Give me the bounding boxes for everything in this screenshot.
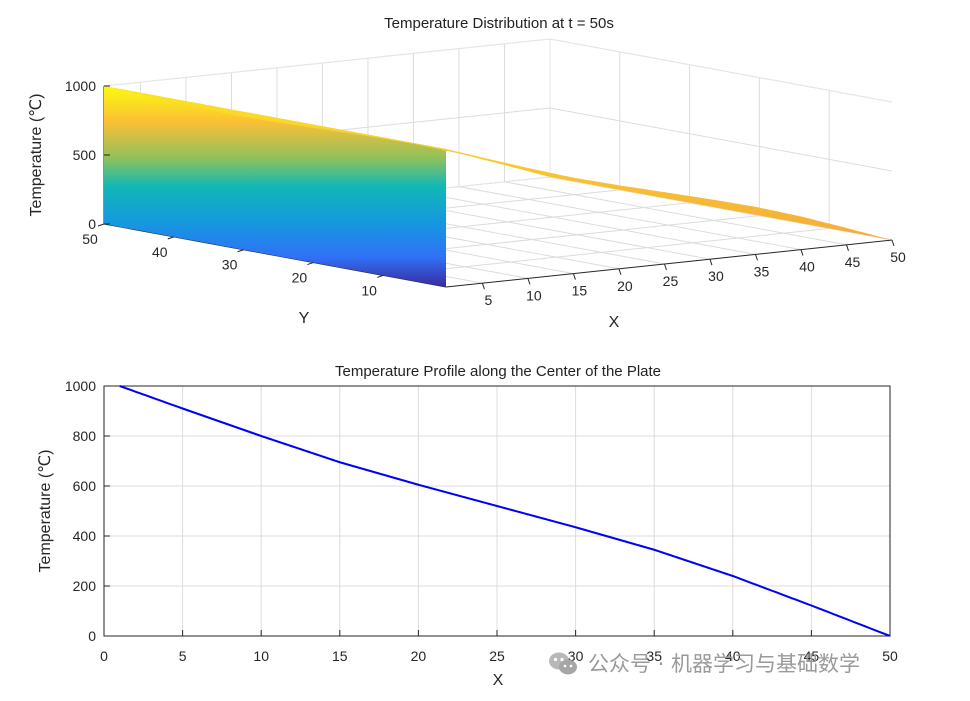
profile-y-tick-label: 1000 <box>65 378 96 394</box>
profile-x-tick-label: 25 <box>489 648 505 664</box>
surface-x-tick-label: 25 <box>663 273 679 289</box>
surface-floor-x-gridline <box>458 186 802 251</box>
watermark-text: 公众号 · 机器学习与基础数学 <box>588 652 860 676</box>
profile-x-tick-label: 35 <box>646 648 662 664</box>
surface-y-tick <box>237 249 244 253</box>
surface-back-edge <box>549 38 893 103</box>
profile-y-tick-label: 400 <box>73 528 97 544</box>
surface-x-tick <box>663 263 667 271</box>
profile-x-axis-label: X <box>493 672 504 689</box>
surface-y-tick-label: 30 <box>222 257 238 273</box>
surface-x-tick <box>754 254 758 261</box>
profile-x-tick-label: 0 <box>100 648 108 664</box>
profile-x-tick-label: 5 <box>179 648 187 664</box>
surface-x-tick-label: 5 <box>485 292 493 308</box>
surface-z-tick-label: 500 <box>73 147 97 163</box>
profile-x-tick-label: 50 <box>882 648 898 664</box>
surface-x-tick <box>618 268 622 275</box>
surface-floor-x-gridline <box>413 190 756 255</box>
surface-y-tick-label: 20 <box>292 270 308 286</box>
surface-x-tick-label: 15 <box>572 283 588 299</box>
surface-x-tick <box>800 249 804 256</box>
profile-x-tick-label: 40 <box>725 648 741 664</box>
wechat-icon <box>549 652 577 675</box>
profile-y-tick-label: 0 <box>88 628 96 644</box>
surface-plot: Temperature Distribution at t = 50s 5 10 1… <box>28 15 906 331</box>
profile-ticks: 0 5 10 15 20 25 30 35 40 45 50 0 200 400 600 800 1000 <box>65 378 898 664</box>
profile-plot: Temperature Profile along the Center of … <box>37 363 898 689</box>
surface-x-tick-label: 45 <box>845 254 861 270</box>
surface-z-axis-label: Temperature (℃) <box>28 94 45 217</box>
profile-title: Temperature Profile along the Center of … <box>335 363 661 380</box>
profile-x-tick-label: 20 <box>411 648 427 664</box>
profile-y-axis-label: Temperature (℃) <box>37 450 54 573</box>
surface-x-tick-label: 40 <box>799 259 815 275</box>
surface-x-tick <box>891 239 895 247</box>
surface-top <box>104 86 892 240</box>
surface-side-z-gridline <box>549 107 893 172</box>
surface-x-tick <box>572 273 576 280</box>
surface-x-tick-label: 20 <box>617 278 633 294</box>
profile-gridlines <box>103 385 891 637</box>
surface-x-tick-label: 35 <box>754 263 770 279</box>
profile-x-tick-label: 10 <box>253 648 269 664</box>
profile-y-tick-label: 200 <box>73 578 97 594</box>
surface-x-tick-label: 30 <box>708 268 724 284</box>
surface-x-tick <box>846 244 849 251</box>
surface-z-tick-label: 0 <box>88 216 96 232</box>
surface-x-axis-label: X <box>609 314 620 331</box>
surface-x-axis-line <box>445 239 893 288</box>
surface-x-tick-label: 50 <box>890 249 906 265</box>
surface-x-tick <box>709 259 713 266</box>
surface-floor-y-gridline <box>383 227 830 276</box>
profile-y-tick-label: 800 <box>73 428 97 444</box>
profile-line <box>119 385 891 637</box>
surface-title: Temperature Distribution at t = 50s <box>384 15 614 32</box>
surface-floor-x-gridline <box>504 181 847 246</box>
surface-y-tick-label: 10 <box>361 282 377 298</box>
surface-mesh <box>104 86 892 287</box>
surface-y-tick <box>307 262 314 266</box>
profile-x-tick-label: 15 <box>332 648 348 664</box>
surface-x-tick-label: 10 <box>526 287 542 303</box>
profile-x-tick-label: 30 <box>568 648 584 664</box>
profile-y-tick-label: 600 <box>73 478 97 494</box>
surface-z-tick-label: 1000 <box>65 78 96 94</box>
surface-y-axis-label: Y <box>299 310 310 327</box>
surface-x-tick <box>527 278 531 285</box>
surface-x-tick <box>481 283 485 290</box>
watermark: 公众号 · 机器学习与基础数学 <box>549 652 860 676</box>
surface-y-tick <box>97 223 105 227</box>
surface-left-face <box>104 86 446 287</box>
surface-y-tick-label: 40 <box>152 244 168 260</box>
surface-y-tick <box>377 274 384 278</box>
surface-y-tick-label: 50 <box>82 231 98 247</box>
profile-x-tick-label: 45 <box>804 648 820 664</box>
surface-y-tick <box>167 236 174 240</box>
surface-back-edge <box>103 38 551 87</box>
